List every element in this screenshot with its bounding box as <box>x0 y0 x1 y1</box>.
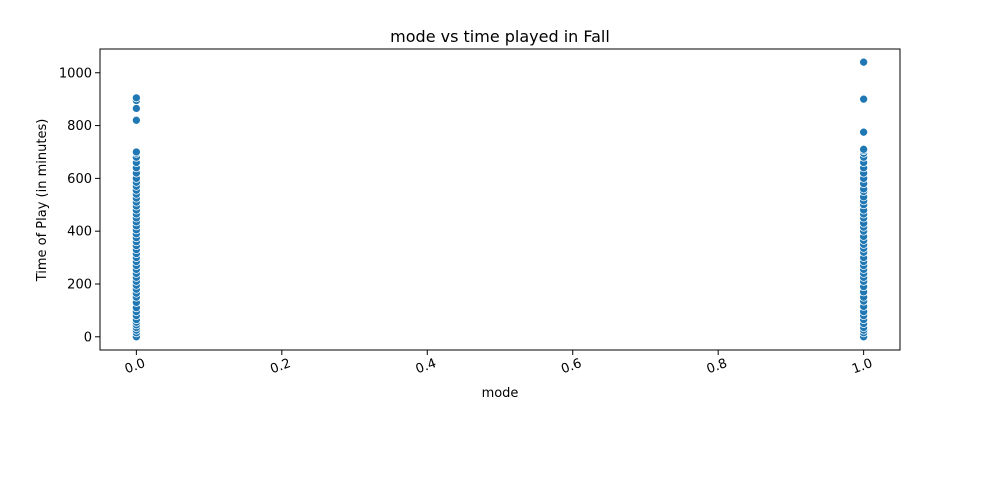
x-tick-label: 0.2 <box>268 356 293 377</box>
y-axis-label: Time of Play (in minutes) <box>35 119 50 283</box>
x-tick-label: 0.6 <box>559 356 584 377</box>
data-point <box>132 104 141 113</box>
y-tick-label: 1000 <box>59 66 92 81</box>
x-tick-label: 0.4 <box>414 356 439 377</box>
y-tick-label: 0 <box>84 330 92 345</box>
x-tick-label: 0.0 <box>123 356 148 377</box>
x-tick-label: 1.0 <box>850 356 875 377</box>
chart-title: mode vs time played in Fall <box>390 27 610 46</box>
x-tick-label: 0.8 <box>705 356 730 377</box>
y-tick-label: 400 <box>67 225 92 240</box>
data-points <box>132 57 868 342</box>
data-point <box>859 57 868 67</box>
data-point <box>132 93 141 103</box>
data-point <box>859 127 868 137</box>
x-axis: 0.0 0.2 0.4 0.6 0.8 1.0 <box>123 350 875 377</box>
y-tick-label: 600 <box>67 172 92 187</box>
y-axis: 0 200 400 600 800 1000 <box>59 66 100 345</box>
y-tick-label: 800 <box>67 119 92 134</box>
x-axis-label: mode <box>482 386 519 401</box>
y-tick-label: 200 <box>67 277 92 292</box>
data-point <box>132 115 141 125</box>
data-point <box>859 94 868 104</box>
data-point <box>859 144 868 154</box>
plot-area <box>99 48 901 351</box>
data-point <box>132 147 141 157</box>
